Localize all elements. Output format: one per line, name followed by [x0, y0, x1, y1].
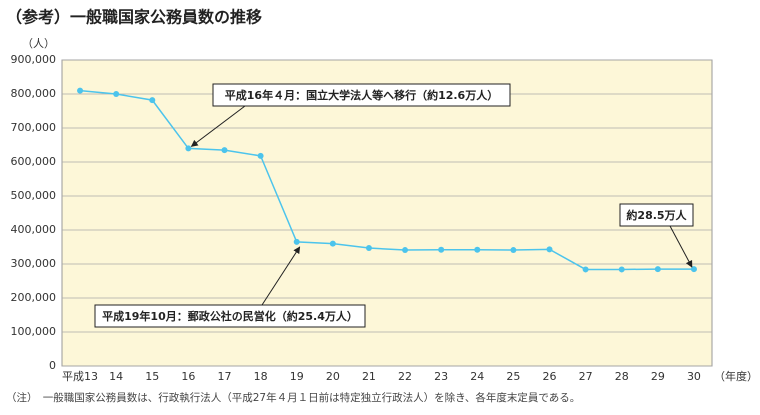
y-tick-label: 0: [49, 359, 56, 372]
y-tick-label: 500,000: [11, 189, 57, 202]
note: （注） 一般職国家公務員数は、行政執行法人（平成27年４月１日前は特定独立行政法…: [6, 391, 580, 404]
x-tick-label: 29: [651, 370, 665, 383]
series-line: [79, 89, 694, 271]
point: [654, 266, 661, 273]
point: [293, 238, 300, 245]
annotation-box: [94, 304, 366, 328]
chart-title: （参考）一般職国家公務員数の推移: [6, 8, 262, 27]
point: [365, 245, 372, 252]
x-tick-label: 21: [362, 370, 376, 383]
point: [438, 246, 445, 253]
x-tick-label: 17: [218, 370, 232, 383]
point: [510, 247, 517, 254]
y-tick-label: 200,000: [11, 291, 57, 304]
point: [149, 97, 156, 104]
point: [257, 152, 264, 159]
x-tick-label: 25: [506, 370, 520, 383]
point: [77, 87, 84, 94]
y-tick-label: 700,000: [11, 121, 57, 134]
x-tick-label: 平成13: [62, 370, 98, 383]
x-tick-label: 14: [109, 370, 123, 383]
x-tick-label: 16: [181, 370, 195, 383]
x-tick-label: 22: [398, 370, 412, 383]
y-tick-label: 300,000: [11, 257, 57, 270]
point: [402, 247, 409, 254]
x-tick-label: 23: [434, 370, 448, 383]
x-tick-label: 20: [326, 370, 340, 383]
x-tick-label: 26: [543, 370, 557, 383]
x-tick-label: 15: [145, 370, 159, 383]
y-unit: （人）: [22, 37, 55, 50]
point: [113, 91, 120, 97]
x-tick-label: 27: [579, 370, 593, 383]
point: [474, 246, 481, 253]
y-tick-label: 800,000: [11, 87, 57, 100]
point: [185, 145, 192, 152]
annotation-box: [619, 203, 694, 227]
annotation-arrow: [669, 225, 693, 268]
y-tick-label: 900,000: [11, 53, 57, 66]
point: [618, 266, 625, 273]
x-tick-label: 24: [470, 370, 484, 383]
x-tick-label: 30: [687, 370, 701, 383]
y-tick-label: 600,000: [11, 155, 57, 168]
annotation-text: 平成19年10月：郵政公社の民営化（約25.4万人）: [102, 309, 358, 323]
point: [546, 246, 553, 253]
x-tick-label: 18: [254, 370, 268, 383]
annotation-text: 約28.5万人: [626, 208, 687, 222]
point: [221, 147, 228, 154]
annotation-arrow: [190, 105, 246, 147]
y-tick-label: 100,000: [11, 325, 57, 338]
x-tick-label: 28: [615, 370, 629, 383]
annotation-arrow: [261, 246, 301, 306]
point: [690, 266, 697, 273]
x-tick-label: 19: [290, 370, 304, 383]
annotation-box: [212, 83, 511, 107]
x-unit: （年度）: [714, 369, 758, 383]
point: [582, 266, 589, 273]
y-tick-label: 400,000: [11, 223, 57, 236]
point: [329, 240, 336, 247]
annotation-text: 平成16年４月：国立大学法人等へ移行（約12.6万人）: [225, 88, 498, 102]
